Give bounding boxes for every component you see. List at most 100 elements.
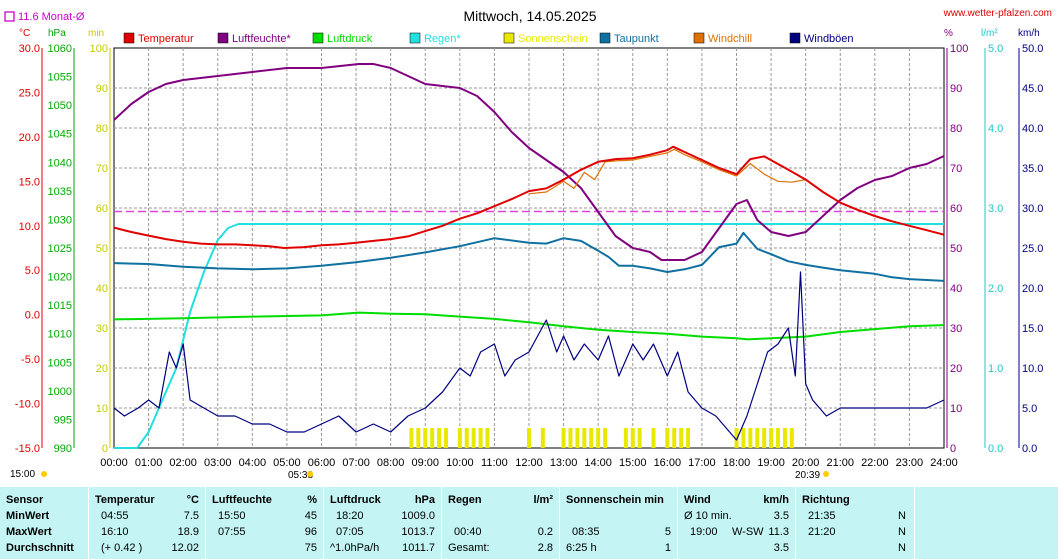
sunshine-bar xyxy=(444,428,448,448)
sunshine-bar xyxy=(540,428,545,448)
x-tick-label: 02:00 xyxy=(169,457,197,469)
x-tick-label: 12:00 xyxy=(515,457,543,469)
series-line-temperatur xyxy=(113,145,945,249)
x-tick-label: 20:00 xyxy=(792,457,820,469)
sensor-header: Sensor xyxy=(6,494,44,506)
wind-avg-label: Ø 10 min. xyxy=(684,510,732,522)
pressure-tick-label: 995 xyxy=(54,414,72,426)
humidity-tick-label: 40 xyxy=(950,283,962,295)
monthly-avg-swatch xyxy=(4,11,15,22)
separator xyxy=(323,487,324,559)
sunshine-bar xyxy=(430,428,435,448)
rain-tick-label: 2.0 xyxy=(988,283,1003,295)
row-label-max: MaxWert xyxy=(6,526,52,538)
wind-tick-label: 0.0 xyxy=(1022,443,1037,455)
humidity-max-time: 07:55 xyxy=(218,526,246,538)
legend-swatch xyxy=(693,32,705,44)
humidity-min-value: 45 xyxy=(304,510,317,522)
separator xyxy=(795,487,796,559)
sunshine-bar xyxy=(782,428,787,448)
pressure-tick-label: 1050 xyxy=(48,100,72,112)
x-tick-label: 16:00 xyxy=(654,457,682,469)
humidity-tick-label: 10 xyxy=(950,403,962,415)
stats-table: Sensor MinWert MaxWert Durchschnitt Temp… xyxy=(0,487,1058,559)
rain-tick-label: 4.0 xyxy=(988,123,1003,135)
pressure-tick-label: 1040 xyxy=(48,157,72,169)
weather-chart: Mittwoch, 14.05.2025 www.wetter-pfalzen.… xyxy=(4,8,1052,481)
sun-tick-label: 90 xyxy=(96,83,108,95)
wind-min-value: 3.5 xyxy=(773,510,789,522)
sun-tick-label: 30 xyxy=(96,323,108,335)
sunshine-bar xyxy=(471,428,476,448)
stats-rain: Regen l/m² 00:40 0.2 Gesamt: 2.8 xyxy=(442,487,559,559)
humidity-tick-label: 50 xyxy=(950,243,962,255)
humidity-tick-label: 70 xyxy=(950,163,962,175)
sunshine-bar xyxy=(603,428,608,448)
temp-tick-label: 10.0 xyxy=(19,221,40,233)
pressure-trend: ^1.0hPa/h xyxy=(330,542,380,554)
humidity-tick-label: 30 xyxy=(950,323,962,335)
pressure-tick-label: 1030 xyxy=(48,214,72,226)
temp-tick-label: 0.0 xyxy=(25,310,40,322)
sunshine-bar xyxy=(416,428,421,448)
sunshine-bar xyxy=(637,428,642,448)
pressure-header: Luftdruck xyxy=(330,494,381,506)
series-line-windben xyxy=(113,271,945,441)
sun-tick-label: 50 xyxy=(96,243,108,255)
rain-max-value: 0.2 xyxy=(537,526,553,538)
sunshine-bar xyxy=(686,428,691,448)
series-layer xyxy=(113,63,945,449)
sunshine-bar xyxy=(464,428,469,448)
x-tick-label: 06:00 xyxy=(308,457,336,469)
temp-tick-label: -15.0 xyxy=(15,443,40,455)
sunshine-bar xyxy=(769,428,774,448)
temp-tick-label: 25.0 xyxy=(19,87,40,99)
legend-swatch xyxy=(409,32,421,44)
legend-label: Luftfeuchte* xyxy=(232,33,291,45)
separator xyxy=(677,487,678,559)
left-axes: 30.0 25.0 20.0 15.0 10.0 5.0 0.0 -5.0 -10.0 -15.0… xyxy=(15,43,111,455)
stats-wind: Wind km/h Ø 10 min. 3.5 19:00 W-SW 11.3 … xyxy=(678,487,795,559)
direction-min-value: N xyxy=(898,510,906,522)
wind-tick-label: 40.0 xyxy=(1022,123,1043,135)
sun-tick-label: 40 xyxy=(96,283,108,295)
legend-label: Luftdruck xyxy=(327,33,373,45)
sunshine-max-value: 5 xyxy=(664,526,671,538)
legend: Temperatur Luftfeuchte* Luftdruck Regen* Son… xyxy=(123,32,854,45)
right-axes: 10090807060504030201005.04.03.02.01.00.0… xyxy=(946,43,1043,455)
rain-total-label: Gesamt: xyxy=(448,542,490,554)
rain-max-time: 00:40 xyxy=(454,526,482,538)
pressure-tick-label: 1020 xyxy=(48,272,72,284)
pressure-tick-label: 1005 xyxy=(48,357,72,369)
separator xyxy=(205,487,206,559)
unit-humidity: % xyxy=(944,28,953,39)
sunshine-max-time: 08:35 xyxy=(572,526,600,538)
x-tick-label: 08:00 xyxy=(377,457,405,469)
x-tick-label: 11:00 xyxy=(481,457,508,469)
row-label-avg: Durchschnitt xyxy=(6,542,74,554)
sunrise-label: 05:38 xyxy=(288,470,313,481)
direction-min-time: 21:35 xyxy=(808,510,836,522)
x-tick-label: 03:00 xyxy=(204,457,232,469)
sunshine-bar xyxy=(651,428,656,448)
sun-tick-label: 20 xyxy=(96,363,108,375)
rain-total-value: 2.8 xyxy=(537,542,553,554)
wind-tick-label: 25.0 xyxy=(1022,243,1043,255)
legend-label: Sonnenschein xyxy=(518,33,588,45)
temp-avg-note: (+ 0.42 ) xyxy=(101,542,143,554)
temp-tick-label: 15.0 xyxy=(19,176,40,188)
stats-pressure: Luftdruck hPa 18:20 1009.0 07:05 1013.7 … xyxy=(324,487,441,559)
wind-tick-label: 20.0 xyxy=(1022,283,1043,295)
sunshine-bar xyxy=(575,428,580,448)
legend-label: Regen* xyxy=(424,33,461,45)
sunshine-bar xyxy=(755,428,760,448)
x-tick-label: 01:00 xyxy=(135,457,163,469)
pressure-max-value: 1013.7 xyxy=(401,526,435,538)
direction-max-time: 21:20 xyxy=(808,526,836,538)
sunshine-bar xyxy=(589,428,594,448)
wind-tick-label: 50.0 xyxy=(1022,43,1043,55)
wind-header: Wind xyxy=(684,494,711,506)
legend-label: Taupunkt xyxy=(614,33,659,45)
legend-swatch xyxy=(503,32,515,44)
humidity-avg-value: 75 xyxy=(304,542,317,554)
